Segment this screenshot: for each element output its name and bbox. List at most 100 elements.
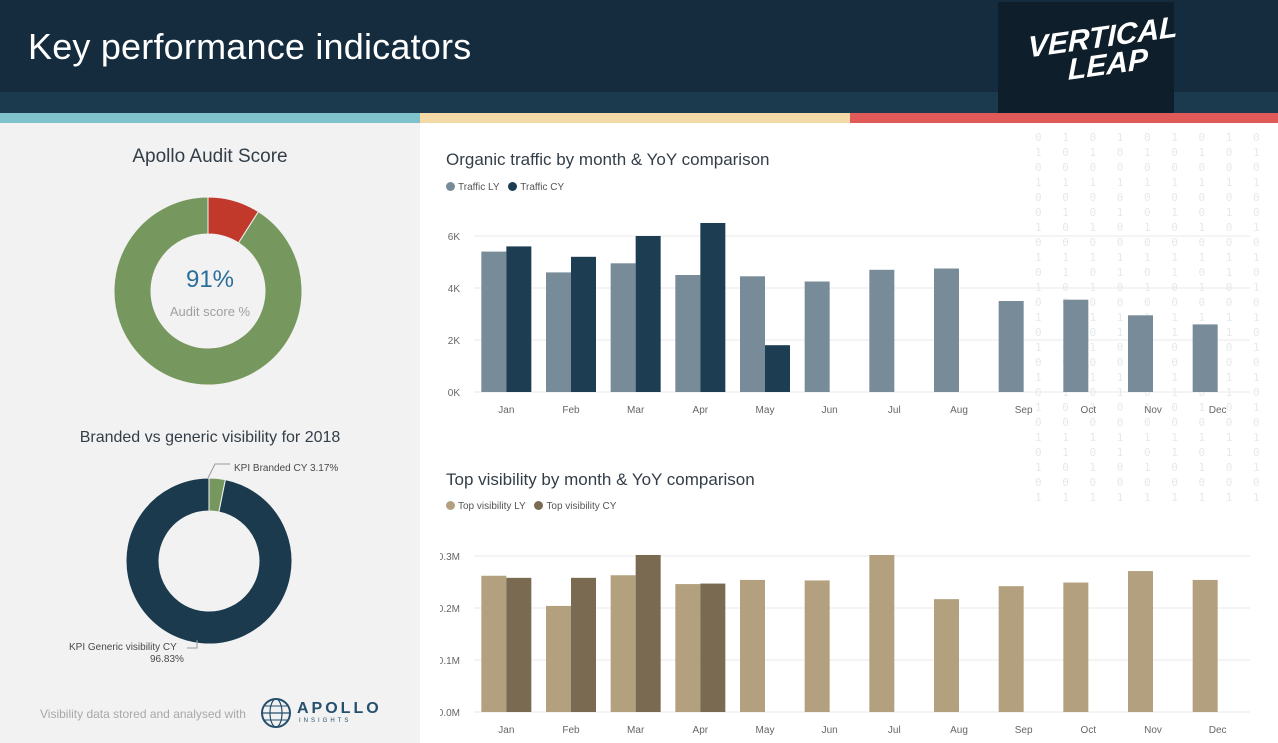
legend-item-traffic-ly[interactable]: Traffic LY <box>446 182 500 193</box>
legend-item-visibility-ly[interactable]: Top visibility LY <box>446 501 526 512</box>
branded-visibility-title: Branded vs generic visibility for 2018 <box>79 429 341 446</box>
x-tick-label: Jan <box>498 725 514 736</box>
x-tick-label: Dec <box>1209 725 1227 736</box>
generic-leader-line <box>187 640 198 649</box>
generic-label-line-1: KPI Generic visibility CY <box>69 642 177 653</box>
traffic-bar-chart[interactable]: 0K 2K 4K 6K Jan Feb Mar Apr May Jun Jul Aug Sep Oct No… <box>440 222 1270 422</box>
audit-score-title: Apollo Audit Score <box>132 146 288 167</box>
y-tick-label: 0K <box>448 388 461 399</box>
legend-item-traffic-cy[interactable]: Traffic CY <box>508 182 564 193</box>
y-tick-label: 0.1M <box>440 656 460 667</box>
audit-score-donut[interactable] <box>110 193 306 389</box>
branded-label: KPI Branded CY 3.17% <box>234 463 339 474</box>
y-tick-label: 0.0M <box>440 708 460 719</box>
bar-top-visibility-ly-apr[interactable] <box>675 584 701 712</box>
x-tick-label: Mar <box>627 405 645 416</box>
bar-top-visibility-ly-mar[interactable] <box>610 575 636 712</box>
x-tick-label: Sep <box>1015 405 1033 416</box>
bar-top-visibility-cy-feb[interactable] <box>571 577 596 712</box>
bar-traffic-cy-jan[interactable] <box>506 246 532 392</box>
logo-text: VERTICAL LEAP <box>1028 10 1177 90</box>
traffic-legend: Traffic LY Traffic CY <box>446 182 570 193</box>
x-tick-label: Nov <box>1144 405 1162 416</box>
bar-traffic-cy-may[interactable] <box>765 345 790 392</box>
stripe-red <box>850 113 1278 123</box>
x-tick-label: Jan <box>498 405 514 416</box>
bar-traffic-ly-aug[interactable] <box>934 268 959 393</box>
x-tick-label: Apr <box>693 405 709 416</box>
legend-dot-icon <box>446 182 455 191</box>
legend-dot-icon <box>446 501 455 510</box>
bar-traffic-ly-may[interactable] <box>740 276 765 392</box>
bar-top-visibility-ly-oct[interactable] <box>1063 582 1089 712</box>
bar-traffic-ly-jun[interactable] <box>804 281 830 393</box>
legend-dot-icon <box>508 182 518 191</box>
x-tick-label: Jul <box>888 725 901 736</box>
legend-dot-icon <box>534 501 544 510</box>
legend-item-visibility-cy[interactable]: Top visibility CY <box>534 501 616 512</box>
bar-traffic-cy-feb[interactable] <box>571 256 596 392</box>
bar-traffic-ly-feb[interactable] <box>546 272 571 392</box>
x-tick-label: Oct <box>1081 405 1097 416</box>
footer-note: Visibility data stored and analysed with <box>40 707 246 721</box>
x-tick-label: Nov <box>1144 725 1162 736</box>
header: Key performance indicators VERTICAL LEAP <box>0 0 1278 113</box>
bar-top-visibility-cy-mar[interactable] <box>635 554 661 712</box>
x-tick-label: May <box>756 725 775 736</box>
accent-stripes <box>0 113 1278 123</box>
y-tick-label: 6K <box>448 232 461 243</box>
generic-label-line-2: 96.83% <box>150 654 184 665</box>
bar-traffic-ly-jul[interactable] <box>869 269 895 392</box>
x-tick-label: Jun <box>822 405 838 416</box>
bar-top-visibility-ly-sep[interactable] <box>998 586 1024 712</box>
bar-top-visibility-ly-aug[interactable] <box>934 599 959 712</box>
y-tick-label: 4K <box>448 284 461 295</box>
vertical-leap-logo[interactable]: VERTICAL LEAP <box>998 2 1177 113</box>
bar-top-visibility-ly-jul[interactable] <box>869 554 895 712</box>
x-tick-label: Oct <box>1081 725 1097 736</box>
apollo-brand: APOLLO <box>297 700 382 717</box>
x-tick-label: Sep <box>1015 725 1033 736</box>
legend-label: Traffic LY <box>458 182 500 193</box>
x-tick-label: Aug <box>950 405 968 416</box>
visibility-chart-title: Top visibility by month & YoY comparison <box>446 470 755 489</box>
bar-top-visibility-ly-dec[interactable] <box>1192 579 1218 712</box>
bar-traffic-cy-apr[interactable] <box>700 223 726 392</box>
audit-score-value: 91% <box>185 266 235 293</box>
y-tick-label: 0.2M <box>440 604 460 615</box>
y-tick-label: 2K <box>448 336 461 347</box>
bar-top-visibility-ly-nov[interactable] <box>1128 571 1153 712</box>
branded-generic-donut[interactable] <box>118 470 300 652</box>
bar-top-visibility-cy-jan[interactable] <box>506 577 532 712</box>
bar-traffic-ly-mar[interactable] <box>610 263 636 392</box>
x-tick-label: Feb <box>562 405 580 416</box>
x-tick-label: Apr <box>693 725 709 736</box>
y-tick-label: 0.3M <box>440 552 460 563</box>
bar-traffic-cy-mar[interactable] <box>635 236 661 392</box>
bar-top-visibility-ly-jan[interactable] <box>481 575 507 712</box>
bar-top-visibility-ly-may[interactable] <box>740 579 765 712</box>
bar-top-visibility-ly-jun[interactable] <box>804 580 830 712</box>
legend-label: Top visibility CY <box>546 501 617 512</box>
bar-traffic-ly-dec[interactable] <box>1192 324 1218 392</box>
visibility-bar-chart[interactable]: 0.0M 0.1M 0.2M 0.3M Jan Feb Mar Apr May Jun Jul Aug… <box>440 542 1270 742</box>
bar-top-visibility-ly-feb[interactable] <box>546 605 571 712</box>
bar-traffic-ly-apr[interactable] <box>675 275 701 392</box>
x-tick-label: Aug <box>950 725 968 736</box>
x-tick-label: Jun <box>822 725 838 736</box>
bar-traffic-ly-jan[interactable] <box>481 251 507 392</box>
bar-traffic-ly-nov[interactable] <box>1128 315 1153 392</box>
apollo-insights-logo[interactable]: APOLLO INSIGHTS <box>259 696 379 730</box>
x-tick-label: Jul <box>888 405 901 416</box>
page-title: Key performance indicators <box>28 26 472 67</box>
branded-leader-line <box>207 463 230 479</box>
traffic-chart-title: Organic traffic by month & YoY compariso… <box>446 150 770 169</box>
audit-pass-slice[interactable] <box>113 196 303 386</box>
generic-slice[interactable] <box>125 477 293 645</box>
bar-traffic-ly-oct[interactable] <box>1063 299 1089 392</box>
bar-traffic-ly-sep[interactable] <box>998 301 1024 392</box>
legend-label: Traffic CY <box>520 182 565 193</box>
stripe-sand <box>420 113 850 123</box>
bar-top-visibility-cy-apr[interactable] <box>700 583 726 712</box>
x-tick-label: Mar <box>627 725 645 736</box>
